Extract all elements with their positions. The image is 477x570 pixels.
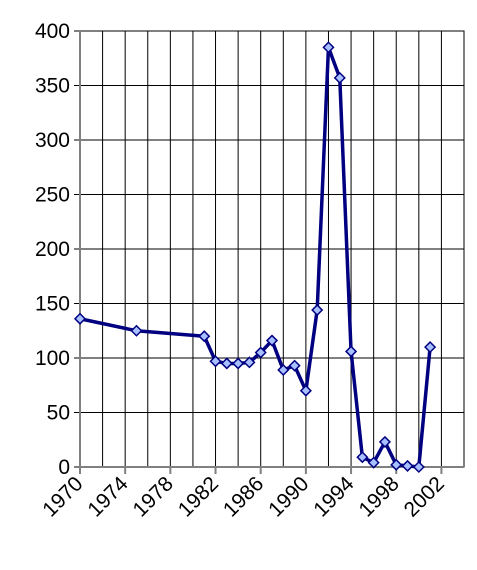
marker <box>288 359 301 372</box>
marker <box>390 458 403 471</box>
x-tick-label: 1994 <box>309 472 359 522</box>
x-tick-label: 1986 <box>219 472 268 521</box>
y-tick-label: 250 <box>35 184 70 207</box>
y-tick-label: 0 <box>58 456 70 479</box>
marker <box>254 346 267 359</box>
marker <box>311 303 324 317</box>
x-tick-label: 1970 <box>38 472 87 521</box>
y-tick-label: 50 <box>47 402 70 425</box>
x-tick-label: 1998 <box>354 472 403 521</box>
marker <box>356 451 369 464</box>
marker <box>299 384 312 397</box>
y-tick-label: 200 <box>35 238 70 261</box>
x-tick-label: 1990 <box>264 472 313 521</box>
marker <box>401 459 414 472</box>
marker <box>424 341 437 354</box>
marker <box>367 456 380 469</box>
x-tick-label: 1974 <box>83 472 133 522</box>
marker <box>412 460 425 474</box>
y-tick-label: 400 <box>35 20 70 43</box>
x-tick-label: 1978 <box>129 472 178 521</box>
x-tick-label: 2002 <box>400 472 449 521</box>
marker <box>333 71 346 84</box>
y-tick-label: 100 <box>35 347 70 370</box>
marker <box>344 345 358 358</box>
marker <box>209 355 222 368</box>
marker <box>220 357 233 370</box>
marker <box>130 324 143 337</box>
marker <box>378 435 392 448</box>
marker <box>243 356 256 369</box>
marker <box>198 330 211 343</box>
marker <box>232 357 245 370</box>
marker <box>73 312 87 325</box>
marker <box>265 334 279 347</box>
y-tick-label: 150 <box>35 293 70 316</box>
marker <box>322 41 335 54</box>
marker <box>277 363 290 377</box>
y-tick-label: 300 <box>35 129 70 152</box>
y-tick-label: 350 <box>35 75 70 98</box>
x-tick-label: 1982 <box>174 472 223 521</box>
